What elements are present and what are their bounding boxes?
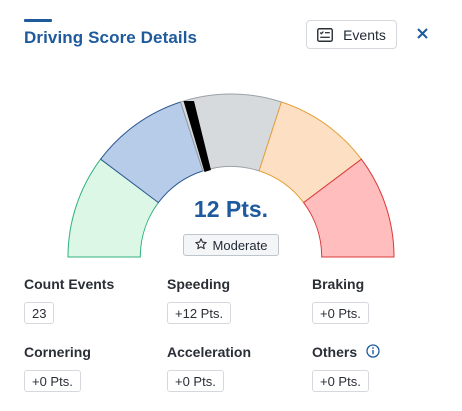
level-badge: Moderate [183,234,279,256]
close-icon [416,26,428,44]
speeding-value: +12 Pts. [167,302,232,324]
count-events-value: 23 [24,302,55,324]
gauge-segment-5 [302,158,395,258]
events-button[interactable]: Events [306,20,397,49]
acceleration-label: Acceleration [167,344,252,360]
braking-label: Braking [312,276,365,292]
speeding-label: Speeding [167,276,231,292]
score-gauge [67,93,395,258]
info-icon[interactable] [366,344,380,358]
score-value: 12 Pts. [193,196,269,222]
count-events-label: Count Events [24,276,115,292]
events-button-label: Events [343,26,386,43]
page-title: Driving Score Details [24,28,198,47]
braking-value: +0 Pts. [312,302,369,324]
cornering-value: +0 Pts. [24,370,81,392]
acceleration-value: +0 Pts. [167,370,224,392]
list-checkbox-icon [317,27,334,42]
gauge-needle [183,101,211,172]
cornering-label: Cornering [24,344,91,360]
level-badge-label: Moderate [212,237,268,253]
others-value: +0 Pts. [312,370,369,392]
others-label: Others [312,344,358,360]
title-accent-bar [24,19,52,22]
star-outline-icon [194,237,207,253]
close-button[interactable] [413,26,431,44]
